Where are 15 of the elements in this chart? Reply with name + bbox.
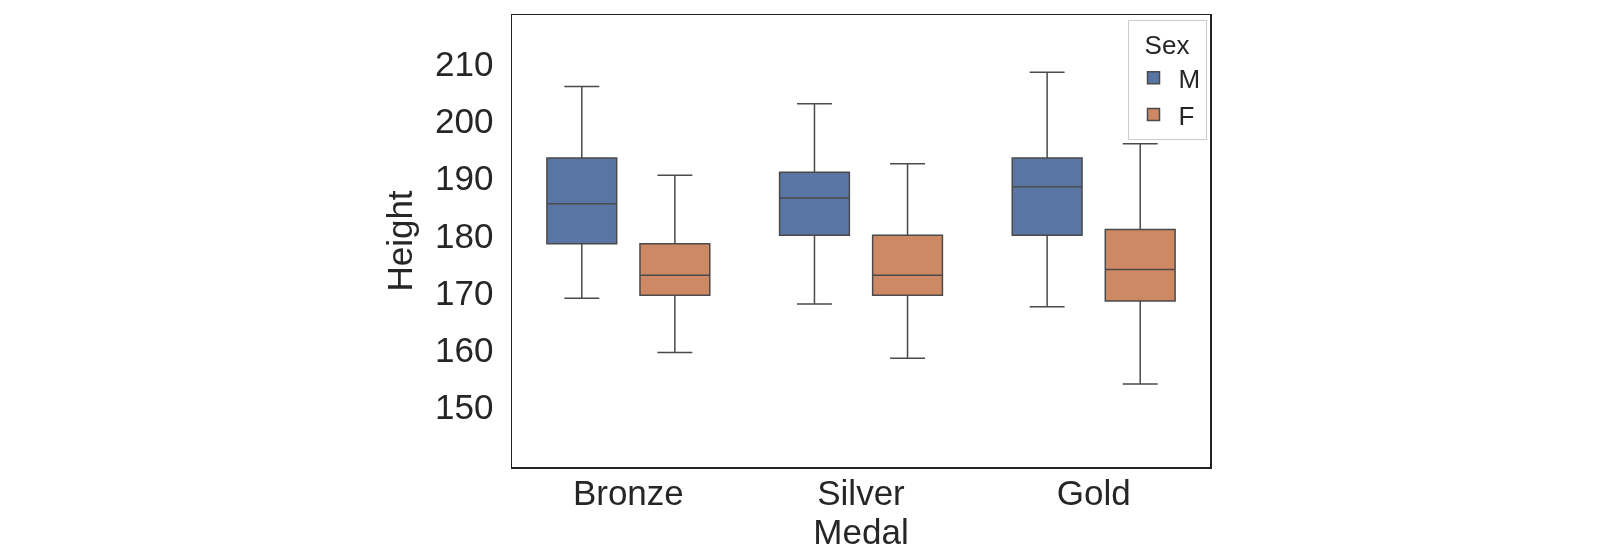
- y-tick-label: 160: [435, 329, 494, 369]
- x-tick-label: Gold: [1056, 472, 1131, 512]
- y-tick-label: 190: [435, 158, 494, 198]
- y-tick-label: 180: [435, 215, 494, 255]
- y-tick-label: 200: [435, 101, 494, 141]
- y-tick-label: 150: [435, 387, 494, 427]
- x-tick-label: Silver: [817, 472, 906, 512]
- y-tick-label: 170: [435, 272, 494, 312]
- legend-label: F: [1178, 100, 1195, 131]
- x-tick-label: Bronze: [572, 472, 684, 512]
- x-axis-title: Medal: [813, 511, 909, 551]
- y-axis-title: Height: [379, 190, 419, 292]
- y-tick-label: 210: [435, 43, 494, 83]
- legend-label: M: [1178, 63, 1201, 94]
- legend-title: Sex: [1144, 30, 1190, 61]
